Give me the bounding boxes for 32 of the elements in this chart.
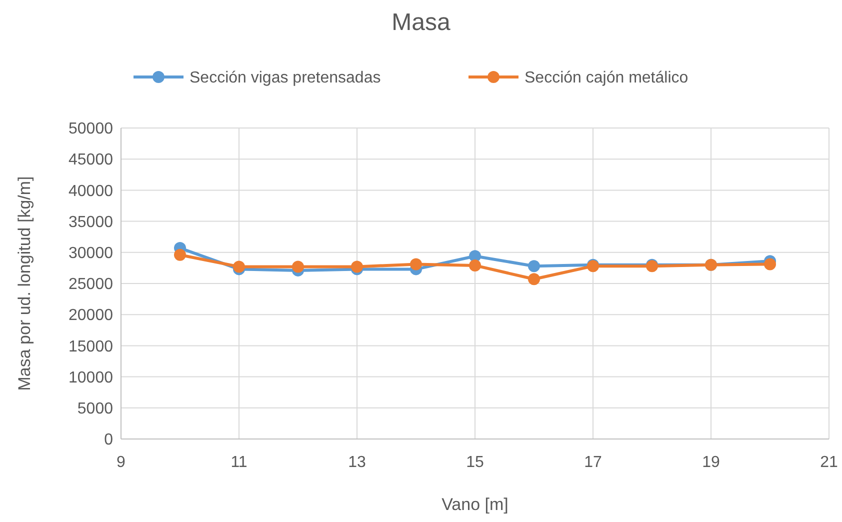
y-tick-label: 15000 <box>68 338 114 356</box>
x-tick-label: 17 <box>584 454 602 471</box>
y-tick-label: 35000 <box>68 214 114 231</box>
legend-label: Sección vigas pretensadas <box>190 70 381 87</box>
point <box>233 260 245 273</box>
y-tick-label: 30000 <box>68 245 114 262</box>
chart-title: Masa <box>392 9 451 36</box>
y-axis-title: Masa por ud. longitud [kg/m] <box>15 176 34 391</box>
x-tick-label: 21 <box>820 454 838 471</box>
legend-label: Sección cajón metálico <box>524 70 688 87</box>
point <box>351 260 363 273</box>
x-axis-title: Vano [m] <box>442 495 508 514</box>
y-tick-label: 25000 <box>68 276 114 294</box>
point <box>764 258 776 270</box>
y-tick-label: 20000 <box>68 307 114 324</box>
x-tick-label: 19 <box>702 454 720 471</box>
point <box>528 260 540 272</box>
x-tick-label: 15 <box>466 454 484 471</box>
point <box>410 258 422 270</box>
y-tick-label: 50000 <box>68 120 114 138</box>
x-tick-label: 9 <box>116 454 126 471</box>
point <box>528 273 540 286</box>
point <box>292 260 304 273</box>
y-tick-label: 45000 <box>68 152 114 169</box>
x-tick-label: 11 <box>230 454 248 471</box>
y-tick-label: 40000 <box>68 182 114 200</box>
point <box>174 248 186 261</box>
y-tick-label: 0 <box>104 432 114 449</box>
point <box>469 259 481 272</box>
y-tick-label: 10000 <box>68 369 114 386</box>
y-tick-label: 5000 <box>77 400 114 418</box>
x-tick-label: 13 <box>348 454 366 471</box>
